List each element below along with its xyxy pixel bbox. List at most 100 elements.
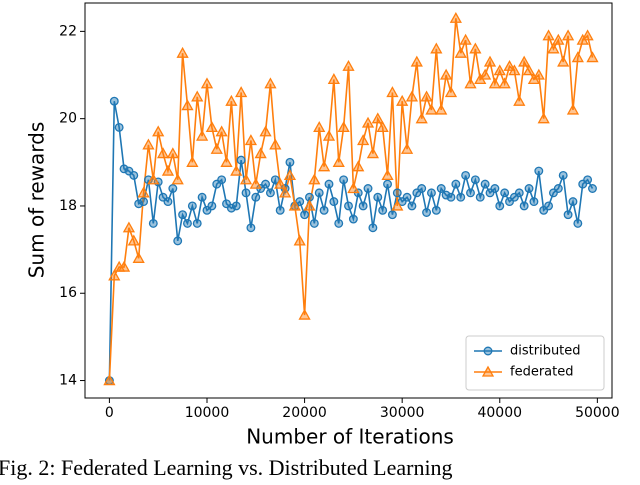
marker: [461, 170, 471, 180]
marker: [259, 125, 272, 137]
marker: [532, 68, 545, 80]
marker: [425, 103, 438, 115]
marker: [274, 177, 287, 189]
marker: [114, 122, 124, 132]
marker: [173, 236, 183, 246]
caption: Fig. 2: Federated Learning vs. Distribut…: [0, 455, 453, 480]
series-line: [108, 18, 594, 381]
marker: [183, 218, 192, 228]
marker: [396, 94, 409, 106]
marker: [168, 184, 178, 193]
marker: [117, 260, 131, 272]
marker: [329, 197, 339, 207]
marker: [588, 184, 597, 193]
marker: [553, 184, 563, 193]
marker: [246, 223, 256, 233]
marker: [132, 251, 145, 263]
marker: [139, 197, 149, 207]
marker: [368, 223, 378, 233]
marker: [456, 192, 466, 202]
marker: [361, 116, 375, 128]
marker: [293, 234, 306, 246]
marker: [134, 199, 144, 209]
marker: [371, 112, 384, 124]
marker: [498, 77, 511, 89]
marker: [583, 175, 593, 185]
marker: [344, 201, 353, 211]
marker: [161, 164, 175, 176]
marker: [137, 186, 150, 198]
x-tick-label: 0: [105, 405, 114, 421]
marker: [210, 142, 223, 154]
marker: [571, 51, 584, 63]
marker: [324, 179, 334, 189]
marker: [431, 205, 441, 215]
marker: [300, 210, 310, 220]
marker: [488, 77, 501, 89]
marker: [148, 218, 158, 228]
marker: [231, 201, 241, 211]
marker: [454, 46, 467, 58]
marker: [387, 210, 397, 220]
marker: [251, 192, 261, 202]
marker: [226, 203, 236, 213]
marker: [466, 188, 475, 198]
marker: [207, 201, 217, 211]
marker: [363, 184, 373, 193]
marker: [108, 269, 121, 281]
marker: [337, 121, 350, 133]
marker: [147, 173, 160, 185]
marker: [142, 138, 155, 150]
marker: [313, 121, 326, 133]
marker: [339, 175, 349, 185]
marker: [464, 77, 477, 89]
marker: [417, 184, 427, 193]
y-tick-label: 22: [59, 23, 77, 39]
legend-marker: [483, 346, 493, 356]
marker: [285, 157, 295, 167]
marker: [534, 166, 544, 176]
x-tick-label: 40000: [477, 405, 522, 421]
marker: [244, 134, 258, 146]
marker: [435, 103, 448, 115]
marker: [264, 77, 277, 89]
marker: [459, 33, 472, 45]
marker: [241, 188, 251, 198]
marker: [513, 94, 526, 106]
series-line: [108, 101, 594, 381]
marker: [178, 210, 188, 220]
marker: [449, 11, 462, 23]
marker: [217, 175, 227, 185]
marker: [568, 197, 578, 207]
marker: [181, 99, 194, 111]
marker: [254, 147, 267, 159]
marker: [187, 201, 197, 211]
marker: [129, 170, 139, 180]
marker: [261, 179, 270, 189]
y-tick-label: 20: [59, 111, 77, 127]
x-tick-label: 30000: [380, 405, 425, 421]
marker: [283, 169, 297, 181]
marker: [205, 121, 218, 133]
marker: [544, 201, 554, 211]
marker: [171, 173, 184, 185]
marker: [566, 103, 580, 115]
y-tick-label: 16: [59, 285, 77, 301]
marker: [581, 29, 594, 41]
marker: [383, 179, 392, 189]
marker: [508, 64, 521, 76]
marker: [441, 190, 451, 200]
marker: [327, 73, 340, 85]
marker: [352, 160, 365, 172]
marker: [192, 218, 202, 228]
plot-frame: [84, 2, 613, 399]
marker: [309, 218, 319, 228]
marker: [391, 199, 404, 211]
marker: [444, 86, 458, 98]
marker: [103, 374, 116, 386]
marker: [176, 46, 189, 58]
marker: [225, 94, 238, 106]
marker: [376, 121, 389, 133]
marker: [500, 188, 510, 198]
